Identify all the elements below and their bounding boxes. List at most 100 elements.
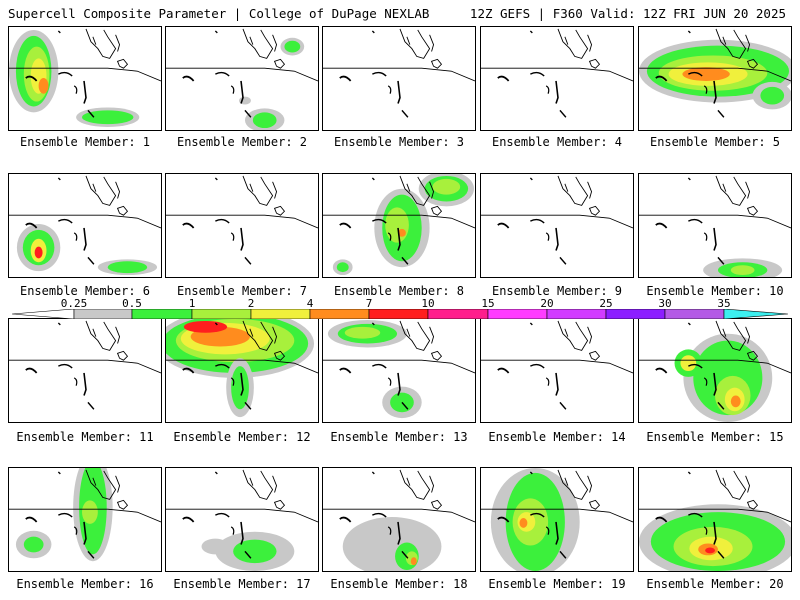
basemap-lines <box>9 320 161 410</box>
ensemble-member-label: Ensemble Member: 7 <box>176 284 308 298</box>
color-scale-tick-label: 1 <box>188 297 196 310</box>
ensemble-map-panel <box>480 26 634 131</box>
scp-contour <box>34 246 43 259</box>
scp-contour <box>760 86 785 105</box>
basemap-lines <box>481 28 633 118</box>
basemap-lines <box>639 320 791 410</box>
ensemble-member-label: Ensemble Member: 2 <box>176 135 308 149</box>
ensemble-map-panel <box>165 26 319 131</box>
ensemble-member-label: Ensemble Member: 6 <box>19 284 151 298</box>
scp-contour <box>252 112 277 129</box>
ensemble-map-panel <box>638 173 792 278</box>
ensemble-map-panel <box>165 467 319 572</box>
ensemble-map-panel <box>8 173 162 278</box>
color-scale-segment <box>191 309 252 319</box>
basemap-lines <box>9 469 161 559</box>
basemap-lines <box>639 175 791 265</box>
color-scale-segment <box>131 309 193 319</box>
color-scale-tick-label: 15 <box>481 297 495 310</box>
basemap-lines <box>9 175 161 265</box>
scp-contour <box>730 265 755 276</box>
ensemble-member-label: Ensemble Member: 19 <box>488 577 626 591</box>
basemap-lines <box>166 469 318 559</box>
scp-contour <box>519 518 528 528</box>
color-scale-segment <box>368 309 429 319</box>
basemap-lines <box>481 320 633 410</box>
basemap-lines <box>9 28 161 118</box>
ensemble-map-panel <box>8 318 162 423</box>
color-scale-tick-label: 2 <box>247 297 255 310</box>
color-scale-segment <box>250 309 311 319</box>
ensemble-member-label: Ensemble Member: 18 <box>330 577 468 591</box>
scp-contour <box>284 40 301 53</box>
ensemble-member-label: Ensemble Member: 12 <box>173 430 311 444</box>
scp-contour <box>342 517 442 571</box>
scp-contour <box>410 557 417 566</box>
ensemble-member-label: Ensemble Member: 17 <box>173 577 311 591</box>
basemap-lines <box>481 175 633 265</box>
ensemble-member-label: Ensemble Member: 13 <box>330 430 468 444</box>
basemap-lines <box>323 469 475 559</box>
color-scale-tick-label: 30 <box>658 297 672 310</box>
scp-contour <box>730 395 741 408</box>
scp-contour <box>23 536 44 553</box>
ensemble-member-label: Ensemble Member: 14 <box>488 430 626 444</box>
ensemble-member-label: Ensemble Member: 1 <box>19 135 151 149</box>
ensemble-member-label: Ensemble Member: 20 <box>646 577 784 591</box>
ensemble-map-panel <box>480 467 634 572</box>
ensemble-map-panel <box>480 173 634 278</box>
scp-contour <box>231 366 249 410</box>
color-scale-segment <box>664 309 725 319</box>
color-scale-segment <box>487 309 548 319</box>
basemap-lines <box>323 175 475 265</box>
ensemble-map-panel <box>165 318 319 423</box>
basemap-lines <box>166 28 318 118</box>
color-scale-tick-label: 10 <box>421 297 435 310</box>
ensemble-member-label: Ensemble Member: 10 <box>646 284 784 298</box>
color-scale-tick-label: 25 <box>599 297 613 310</box>
ensemble-member-label: Ensemble Member: 4 <box>491 135 623 149</box>
ensemble-map-panel <box>638 26 792 131</box>
ensemble-map-panel <box>8 26 162 131</box>
ensemble-map-panel <box>165 173 319 278</box>
ensemble-member-label: Ensemble Member: 16 <box>16 577 154 591</box>
ensemble-member-label: Ensemble Member: 15 <box>646 430 784 444</box>
color-scale-tick-label: 4 <box>306 297 314 310</box>
ensemble-member-label: Ensemble Member: 5 <box>649 135 781 149</box>
model-run-info: 12Z GEFS | F360 Valid: 12Z FRI JUN 20 20… <box>469 6 786 21</box>
basemap-lines <box>639 28 791 118</box>
basemap-lines <box>481 469 633 559</box>
scp-contour <box>82 500 98 524</box>
scp-contour <box>385 207 409 243</box>
scp-contour <box>107 261 148 274</box>
basemap-lines <box>323 28 475 118</box>
scp-contour <box>233 539 277 564</box>
ensemble-map-panel <box>638 318 792 423</box>
basemap-lines <box>166 175 318 265</box>
color-scale-segment <box>73 309 133 319</box>
ensemble-member-label: Ensemble Member: 8 <box>333 284 465 298</box>
color-scale-tick-label: 35 <box>717 297 731 310</box>
color-scale-segment <box>427 309 489 319</box>
ensemble-member-label: Ensemble Member: 9 <box>491 284 623 298</box>
ensemble-map-panel <box>638 467 792 572</box>
scp-contour <box>82 110 134 125</box>
color-scale-segment <box>723 309 788 319</box>
color-scale-tick-label: 20 <box>540 297 554 310</box>
ensemble-map-panel <box>322 173 476 278</box>
color-scale-segment <box>309 309 370 319</box>
color-scale-bar <box>12 309 788 319</box>
color-scale-segment <box>12 309 75 319</box>
basemap-lines <box>639 469 791 559</box>
scp-contour <box>682 67 730 81</box>
scp-contour <box>390 392 414 413</box>
scp-contour <box>201 538 230 555</box>
ensemble-member-label: Ensemble Member: 11 <box>16 430 154 444</box>
ensemble-map-panel <box>480 318 634 423</box>
color-scale-tick-label: 0.25 <box>60 297 88 310</box>
ensemble-member-label: Ensemble Member: 3 <box>333 135 465 149</box>
ensemble-map-panel <box>322 467 476 572</box>
scp-contour <box>432 178 461 195</box>
color-scale-segment <box>546 309 607 319</box>
